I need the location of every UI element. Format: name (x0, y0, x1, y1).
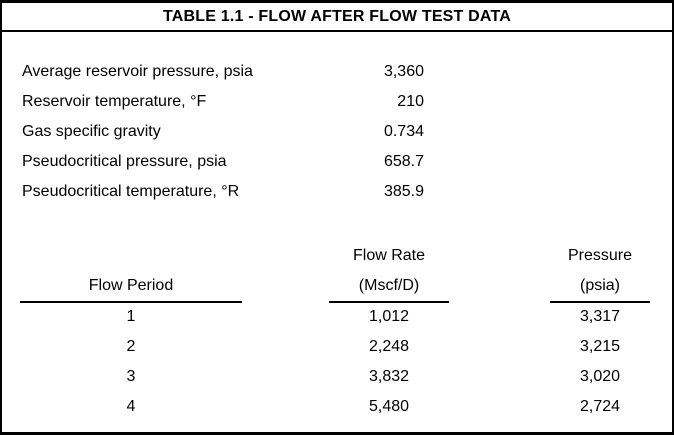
property-label: Gas specific gravity (22, 123, 161, 140)
column-header-line (20, 241, 242, 271)
property-row: Pseudocritical pressure, psia 658.7 (20, 147, 424, 177)
column-header-line: Pressure (567, 247, 633, 264)
reservoir-properties-list: Average reservoir pressure, psia 3,360 R… (20, 57, 424, 207)
property-row: Average reservoir pressure, psia 3,360 (20, 57, 424, 87)
property-row: Reservoir temperature, °F 210 (20, 87, 424, 117)
column-header-line: (Mscf/D) (358, 277, 420, 294)
flow-period-cell: 3 (126, 368, 136, 385)
table-row: 4 5,480 2,724 (2, 392, 672, 422)
property-row: Pseudocritical temperature, °R 385.9 (20, 177, 424, 207)
column-header-flow-rate: Flow Rate (Mscf/D) (329, 241, 449, 303)
table-row: 2 2,248 3,215 (2, 332, 672, 362)
flow-period-cell: 1 (126, 308, 136, 325)
pressure-cell: 2,724 (579, 398, 621, 415)
property-value: 3,360 (383, 63, 424, 80)
property-label: Pseudocritical pressure, psia (22, 153, 227, 170)
table-row: 3 3,832 3,020 (2, 362, 672, 392)
property-value: 385.9 (383, 183, 424, 200)
pressure-cell: 3,215 (579, 338, 621, 355)
flow-table-header: Flow Period Flow Rate (Mscf/D) Pressure … (2, 241, 672, 303)
column-header-line: Flow Period (88, 277, 174, 294)
flow-table-body: 1 1,012 3,317 2 2,248 3,215 3 3,832 3,02… (2, 302, 672, 422)
flow-rate-cell: 2,248 (368, 338, 410, 355)
flow-period-cell: 4 (126, 398, 136, 415)
flow-rate-cell: 1,012 (368, 308, 410, 325)
table-row: 1 1,012 3,317 (2, 302, 672, 332)
property-label: Average reservoir pressure, psia (22, 63, 253, 80)
property-row: Gas specific gravity 0.734 (20, 117, 424, 147)
column-header-line: (psia) (579, 277, 620, 294)
column-header-flow-period: Flow Period (20, 241, 242, 303)
property-value: 210 (397, 93, 424, 110)
property-value: 658.7 (383, 153, 424, 170)
column-header-line: Flow Rate (352, 247, 426, 264)
flow-rate-cell: 5,480 (368, 398, 410, 415)
column-header-pressure: Pressure (psia) (550, 241, 650, 303)
table-title: TABLE 1.1 - FLOW AFTER FLOW TEST DATA (2, 3, 672, 32)
flow-rate-cell: 3,832 (368, 368, 410, 385)
property-label: Pseudocritical temperature, °R (22, 183, 240, 200)
pressure-cell: 3,317 (579, 308, 621, 325)
flow-period-cell: 2 (126, 338, 136, 355)
pressure-cell: 3,020 (579, 368, 621, 385)
property-value: 0.734 (383, 123, 424, 140)
property-label: Reservoir temperature, °F (22, 93, 207, 110)
